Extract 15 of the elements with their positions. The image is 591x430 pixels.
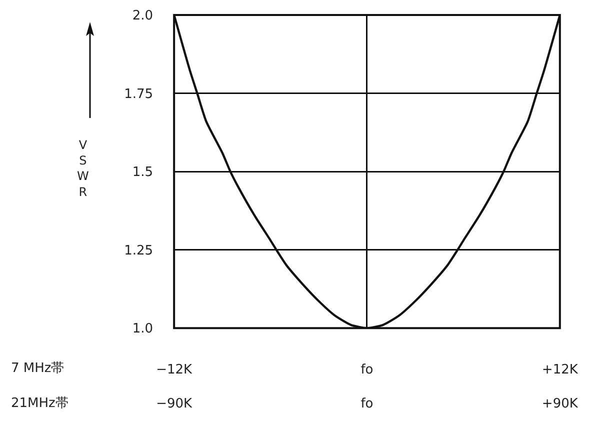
x-tick-label: fo (360, 362, 374, 378)
y-tick-label: 1.5 (132, 165, 154, 180)
line-series (174, 15, 560, 328)
x2-tick-label: −90K (156, 396, 193, 412)
y-axis-title: VSWR (77, 138, 89, 199)
x-tick-label: −12K (156, 362, 193, 378)
x-axis-title: 7 MHz帯 (11, 361, 64, 376)
x-tick-label: +12K (542, 362, 578, 378)
y-tick-label: 1.25 (124, 243, 154, 258)
x2-tick-label: fo (360, 396, 374, 412)
x2-tick-label: +90K (542, 396, 578, 412)
y-tick-label: 1.75 (124, 86, 154, 102)
y-tick-label: 1.0 (132, 322, 154, 337)
x2-axis-title: 21MHz帯 (11, 396, 68, 411)
y-tick-label: 2.0 (132, 8, 154, 24)
